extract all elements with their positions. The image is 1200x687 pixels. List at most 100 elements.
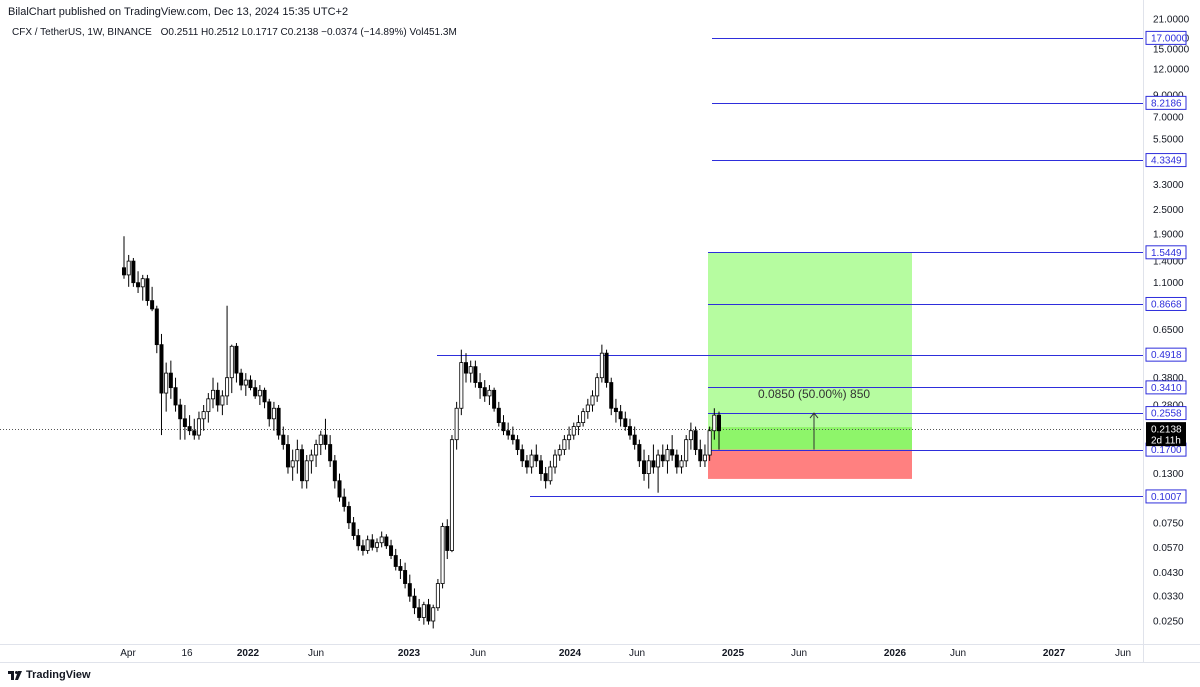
candle-body (538, 460, 543, 475)
price-tick-label: 1.4000 (1153, 257, 1184, 268)
candle-body (211, 389, 216, 400)
price-tick-label: 1.9000 (1153, 229, 1184, 240)
candle-body (131, 260, 136, 284)
candle-body (487, 389, 492, 397)
candle (534, 444, 539, 467)
candle (164, 362, 169, 412)
candle-body (618, 411, 623, 420)
price-axis-bg (1143, 0, 1200, 662)
level-price-tag-label: 4.3349 (1151, 156, 1182, 167)
candle (215, 382, 220, 412)
candle-body (323, 434, 328, 445)
candle-body (215, 389, 220, 406)
time-axis: Apr 16 2022 Jun 2023 Jun 2024 Jun 2025 Jun 2026 Jun… (0, 644, 1200, 659)
price-tick-label: 5.5000 (1153, 134, 1184, 145)
candle-body (665, 449, 670, 462)
price-tick-label: 7.0000 (1153, 113, 1184, 124)
candle-body (178, 404, 183, 420)
candle-body (454, 407, 459, 441)
candle (553, 449, 558, 474)
price-chart[interactable]: 0.0850 (50.00%) 850 21.0000 17.000015.000… (0, 0, 1200, 662)
candle (243, 373, 248, 396)
candle (478, 373, 483, 399)
candle (206, 393, 211, 423)
candle-body (501, 422, 506, 432)
price-tick-label: 0.6500 (1153, 325, 1184, 336)
candle-body (599, 352, 604, 379)
candle-body (426, 604, 431, 622)
candle (496, 401, 501, 427)
candle-body (281, 434, 286, 445)
candle (431, 604, 436, 629)
candle (618, 405, 623, 427)
candle (407, 574, 412, 602)
candle (248, 375, 253, 391)
price-tick-label: 9.0000 (1153, 90, 1184, 101)
time-tick-label: Jun (629, 648, 645, 659)
price-tick-label: 0.0430 (1153, 568, 1184, 579)
candle (637, 439, 642, 467)
candle (642, 449, 647, 481)
candle-body (604, 352, 609, 383)
tradingview-logo-icon (8, 670, 22, 680)
candle-body (173, 387, 178, 406)
price-tick-label: 21.0000 (1153, 15, 1190, 26)
candle (276, 405, 281, 440)
time-tick-label: Jun (308, 648, 324, 659)
candle-body (145, 278, 150, 302)
candle-body (384, 536, 389, 547)
level-price-tag-label: 0.4918 (1151, 350, 1182, 361)
candle-body (122, 267, 127, 276)
candle (220, 390, 225, 416)
candle (285, 435, 290, 474)
candle-body (468, 366, 473, 374)
candle-body (702, 454, 707, 462)
candle (337, 473, 342, 502)
candle-body (571, 426, 576, 436)
candle (159, 333, 164, 436)
candle-body (229, 345, 234, 379)
candle (365, 535, 370, 554)
candle (229, 344, 234, 394)
candle (595, 373, 600, 402)
candle-body (314, 444, 319, 456)
level-price-tag-bg (1145, 30, 1187, 45)
candle-body (449, 439, 454, 551)
candle (576, 415, 581, 436)
candle (131, 257, 136, 287)
candle-body (548, 466, 553, 482)
candle-body (243, 379, 248, 386)
candle-body (529, 454, 534, 468)
candle-body (234, 345, 239, 374)
candle (473, 360, 478, 388)
candle (342, 488, 347, 512)
level-price-tag-bg (1145, 406, 1187, 421)
candle-body (346, 506, 351, 524)
candle (459, 349, 464, 416)
candle (154, 305, 159, 354)
candle (417, 598, 422, 621)
candle-body (585, 404, 590, 413)
candle (314, 439, 319, 467)
candle (538, 455, 543, 481)
candle (487, 385, 492, 406)
candle-body (482, 387, 487, 397)
candle-body (351, 522, 356, 536)
level-price-tag-bg (1145, 95, 1187, 110)
candle-body (379, 536, 384, 544)
level-price-tag-bg (1145, 380, 1187, 395)
candle-body (707, 430, 712, 456)
candle-body (220, 395, 225, 406)
time-tick-label: 2023 (398, 648, 421, 659)
candle (304, 455, 309, 489)
candle (332, 455, 337, 489)
tradingview-logo[interactable]: TradingView (8, 669, 91, 681)
time-tick-label: 2027 (1043, 648, 1066, 659)
candle-body (285, 444, 290, 468)
candle (562, 435, 567, 456)
candle (613, 398, 618, 423)
level-price-tag: 0.2558 (1145, 406, 1187, 421)
symbol-name[interactable]: CFX / TetherUS, 1W, BINANCE (12, 27, 152, 38)
candle (351, 517, 356, 540)
